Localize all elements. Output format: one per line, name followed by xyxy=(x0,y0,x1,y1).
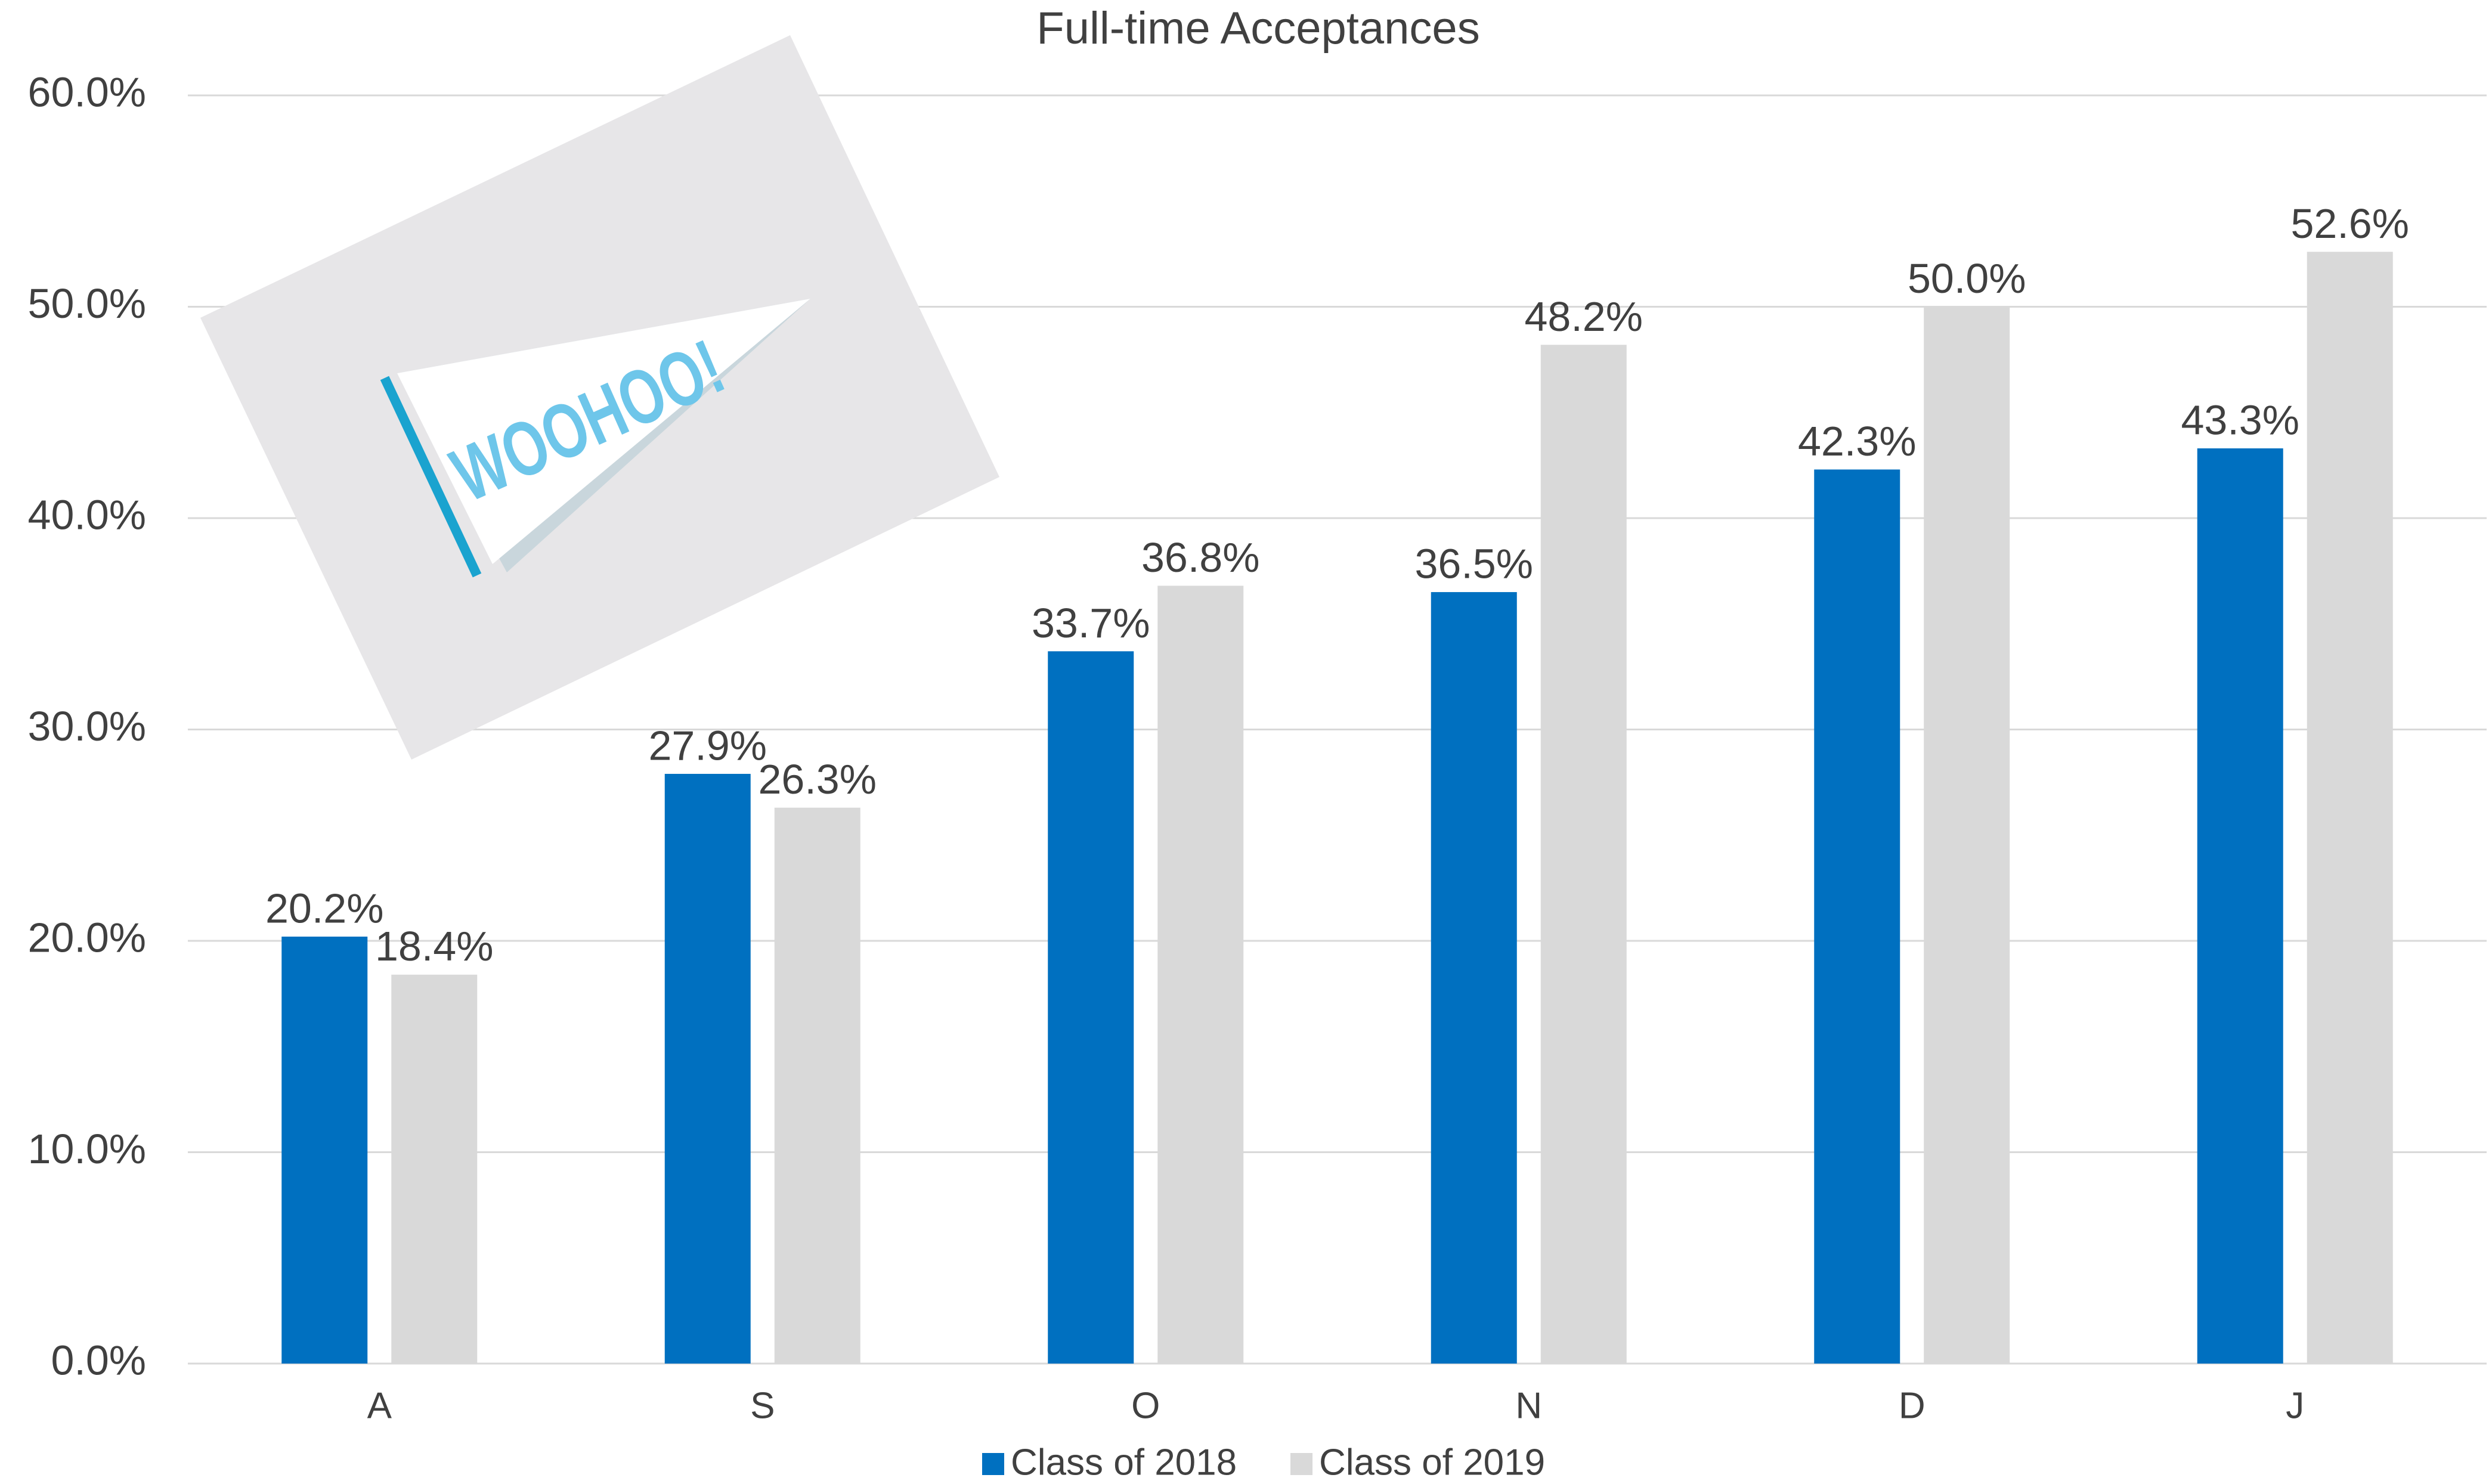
value-label: 43.3% xyxy=(2181,396,2299,443)
bar xyxy=(1814,469,1900,1364)
x-tick-label: S xyxy=(750,1385,775,1426)
chart-title: Full-time Acceptances xyxy=(1036,3,1479,54)
value-label: 36.8% xyxy=(1141,534,1259,581)
y-tick-label: 20.0% xyxy=(28,914,146,961)
value-label: 50.0% xyxy=(1908,255,2026,302)
bar xyxy=(281,936,368,1364)
bar xyxy=(2197,448,2283,1364)
value-label: 18.4% xyxy=(375,923,493,969)
y-tick-label: 0.0% xyxy=(51,1337,146,1383)
value-label: 48.2% xyxy=(1525,293,1643,340)
value-label: 52.6% xyxy=(2291,200,2409,247)
bar xyxy=(664,773,751,1364)
x-tick-label: A xyxy=(367,1385,392,1426)
x-tick-label: J xyxy=(2286,1385,2304,1426)
value-label: 27.9% xyxy=(649,722,767,769)
value-label: 42.3% xyxy=(1798,418,1916,464)
pennant-pole xyxy=(380,376,482,578)
bar xyxy=(391,974,478,1364)
bar xyxy=(1924,306,2010,1364)
bar xyxy=(1431,592,1517,1364)
legend-label: Class of 2018 xyxy=(1011,1442,1237,1483)
bar xyxy=(1048,651,1134,1364)
bar xyxy=(1157,585,1244,1364)
bar xyxy=(2307,252,2393,1364)
value-label: 33.7% xyxy=(1032,600,1150,646)
legend-swatch xyxy=(1290,1453,1312,1475)
bars xyxy=(281,252,2393,1364)
y-tick-label: 30.0% xyxy=(28,703,146,749)
value-label: 20.2% xyxy=(265,885,383,931)
pennant xyxy=(397,299,810,564)
legend-swatch xyxy=(982,1453,1004,1475)
value-label: 26.3% xyxy=(759,756,877,803)
y-tick-label: 60.0% xyxy=(28,69,146,115)
y-tick-label: 50.0% xyxy=(28,280,146,327)
y-tick-label: 40.0% xyxy=(28,491,146,538)
y-tick-label: 10.0% xyxy=(28,1126,146,1172)
bar xyxy=(774,807,860,1364)
x-tick-label: N xyxy=(1515,1385,1542,1426)
pennant-picture: WOOHOO! xyxy=(200,35,999,760)
x-tick-label: D xyxy=(1899,1385,1926,1426)
value-label: 36.5% xyxy=(1415,541,1533,587)
legend-label: Class of 2019 xyxy=(1319,1442,1545,1483)
x-tick-label: O xyxy=(1131,1385,1160,1426)
bar xyxy=(1540,345,1627,1364)
